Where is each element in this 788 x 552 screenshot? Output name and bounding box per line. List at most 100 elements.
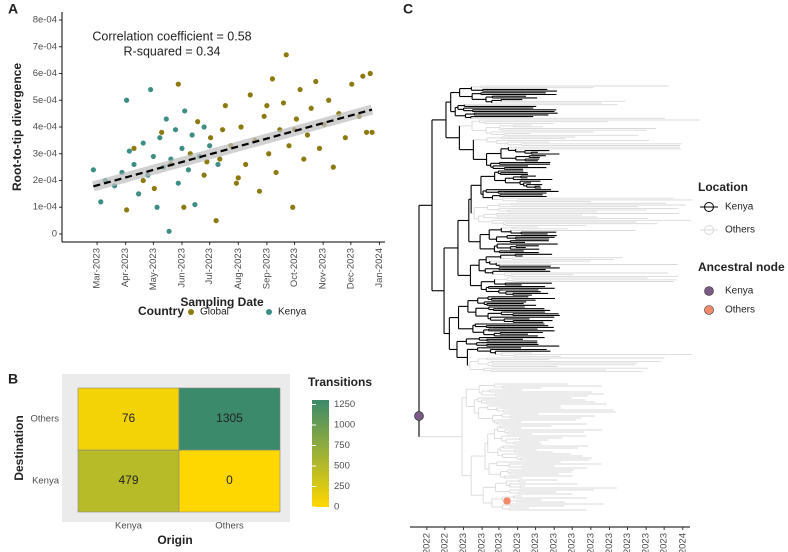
point (266, 151, 272, 157)
point (367, 70, 373, 77)
ancestral-node (502, 496, 512, 506)
y-tick-label: 6e-04 (33, 68, 57, 79)
point (182, 108, 188, 114)
legend-swatch (704, 305, 714, 315)
point (283, 52, 289, 58)
x-tick-label: Feb-2023 (477, 533, 488, 552)
point (213, 218, 219, 224)
colorbar-tick-label: 500 (334, 461, 350, 472)
x-tick-label: Mar-2023 (493, 533, 504, 552)
y-tick-label: 4e-04 (33, 122, 57, 133)
x-tick-label: May-2023 (148, 248, 159, 290)
point (280, 100, 287, 106)
cell-label: 1305 (216, 411, 243, 425)
point (297, 86, 303, 93)
x-tick-label: Dec-2022 (439, 533, 450, 552)
x-tick-label: Jun-2023 (549, 533, 560, 552)
x-axis-title: Origin (157, 533, 192, 547)
point (131, 161, 137, 168)
colorbar-tick-label: 750 (334, 440, 350, 451)
x-tick-label: Sep-2023 (261, 248, 272, 289)
x-tick-label: Apr-2023 (512, 533, 523, 552)
x-tick-label: Kenya (115, 521, 143, 532)
point (154, 204, 160, 210)
x-tick-label: Others (215, 521, 244, 532)
legend-swatch (704, 202, 714, 212)
x-tick-label: Sep-2023 (604, 533, 615, 552)
colorbar-tick-label: 0 (334, 502, 339, 513)
y-tick-label: Others (30, 414, 59, 425)
annotation: Correlation coefficient = 0.58 (92, 29, 251, 43)
x-tick-label: Jan-2024 (677, 533, 688, 552)
colorbar (312, 400, 329, 507)
point (326, 97, 332, 103)
point (90, 167, 96, 173)
point (261, 113, 267, 119)
y-tick-label: 2e-04 (33, 175, 57, 186)
legend-swatch (704, 286, 714, 296)
legend-label: Global (200, 307, 229, 318)
point (192, 201, 198, 208)
legend-label: Kenya (278, 307, 307, 318)
point (219, 127, 226, 133)
colorbar-tick-label: 1250 (334, 399, 355, 410)
annotation: R-squared = 0.34 (124, 44, 221, 58)
x-tick-label: May-2023 (530, 533, 541, 552)
y-tick-label: 5e-04 (33, 95, 57, 106)
point (349, 81, 355, 87)
x-tick-label: Jan-2024 (374, 248, 385, 288)
point (238, 124, 244, 130)
panel-label: B (8, 371, 18, 387)
point (207, 135, 214, 141)
point (175, 180, 181, 186)
legend-swatch (266, 309, 272, 315)
x-axis-title: Sampling Date (180, 295, 264, 309)
point (98, 199, 104, 205)
y-axis-title: Root-to-tip divergence (10, 63, 24, 191)
point (369, 129, 375, 135)
point (247, 92, 253, 98)
x-tick-label: Dec-2023 (659, 533, 670, 552)
heat-cell (178, 387, 281, 451)
colorbar-tick-label: 250 (334, 481, 350, 492)
x-tick-label: Oct-2023 (622, 533, 633, 552)
point (290, 204, 296, 210)
x-tick-label: Nov-2022 (421, 533, 432, 552)
point (140, 177, 146, 184)
x-tick-label: Oct-2023 (289, 248, 300, 287)
x-tick-label: Jul-2023 (567, 533, 578, 552)
point (201, 124, 207, 130)
legend-swatch (704, 225, 714, 235)
ancestral-node (414, 411, 424, 421)
point (151, 185, 157, 192)
legend-title: Transitions (308, 375, 372, 389)
point (185, 167, 192, 173)
point (163, 116, 169, 122)
y-tick-label: Kenya (32, 476, 60, 487)
legend-label: Others (725, 305, 755, 316)
legend-title: Country (138, 304, 184, 318)
point (286, 143, 292, 149)
x-tick-label: Aug-2023 (233, 248, 244, 289)
point (264, 103, 270, 109)
point (175, 81, 181, 87)
legend-title: Ancestral node (698, 260, 785, 274)
point (181, 204, 187, 210)
point (235, 175, 241, 181)
x-tick-label: Nov-2023 (318, 248, 329, 289)
y-tick-label: 7e-04 (33, 41, 57, 52)
point (342, 135, 348, 141)
point (124, 97, 130, 103)
point (330, 164, 336, 170)
point (195, 119, 201, 125)
point (150, 153, 156, 160)
panel-label: C (403, 1, 413, 17)
point (131, 145, 137, 151)
y-tick-label: 1e-04 (33, 202, 57, 213)
x-tick-label: Aug-2023 (585, 533, 596, 552)
point (293, 116, 300, 122)
trend-line (93, 108, 373, 188)
point (360, 73, 366, 79)
x-tick-label: Jun-2023 (176, 248, 187, 288)
point (159, 129, 165, 135)
